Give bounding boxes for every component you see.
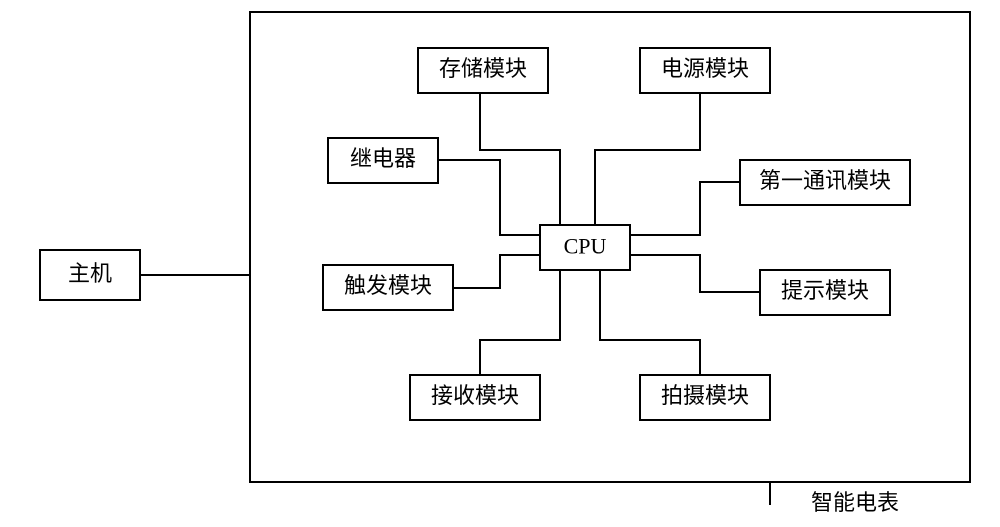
trigger-label: 触发模块 xyxy=(344,273,432,298)
shoot-node: 拍摄模块 xyxy=(640,375,770,420)
host-label: 主机 xyxy=(68,261,112,286)
cpu-receive-connector xyxy=(480,270,560,375)
cpu-hint-connector xyxy=(630,255,760,292)
comm1-label: 第一通讯模块 xyxy=(759,168,891,193)
relay-node: 继电器 xyxy=(328,138,438,183)
shoot-label: 拍摄模块 xyxy=(661,383,749,408)
hint-node: 提示模块 xyxy=(760,270,890,315)
comm1-node: 第一通讯模块 xyxy=(740,160,910,205)
power-node: 电源模块 xyxy=(640,48,770,93)
cpu-power-connector xyxy=(595,93,700,225)
hint-label: 提示模块 xyxy=(781,278,869,303)
cpu-label: CPU xyxy=(564,234,607,259)
smart-meter-label: 智能电表 xyxy=(811,490,899,515)
cpu-shoot-connector xyxy=(600,270,700,375)
storage-label: 存储模块 xyxy=(439,56,527,81)
cpu-relay-connector xyxy=(438,160,540,235)
receive-node: 接收模块 xyxy=(410,375,540,420)
receive-label: 接收模块 xyxy=(431,383,519,408)
storage-node: 存储模块 xyxy=(418,48,548,93)
relay-label: 继电器 xyxy=(350,146,416,171)
cpu-trigger-connector xyxy=(453,255,540,288)
power-label: 电源模块 xyxy=(661,56,749,81)
cpu-comm1-connector xyxy=(630,182,740,235)
trigger-node: 触发模块 xyxy=(323,265,453,310)
